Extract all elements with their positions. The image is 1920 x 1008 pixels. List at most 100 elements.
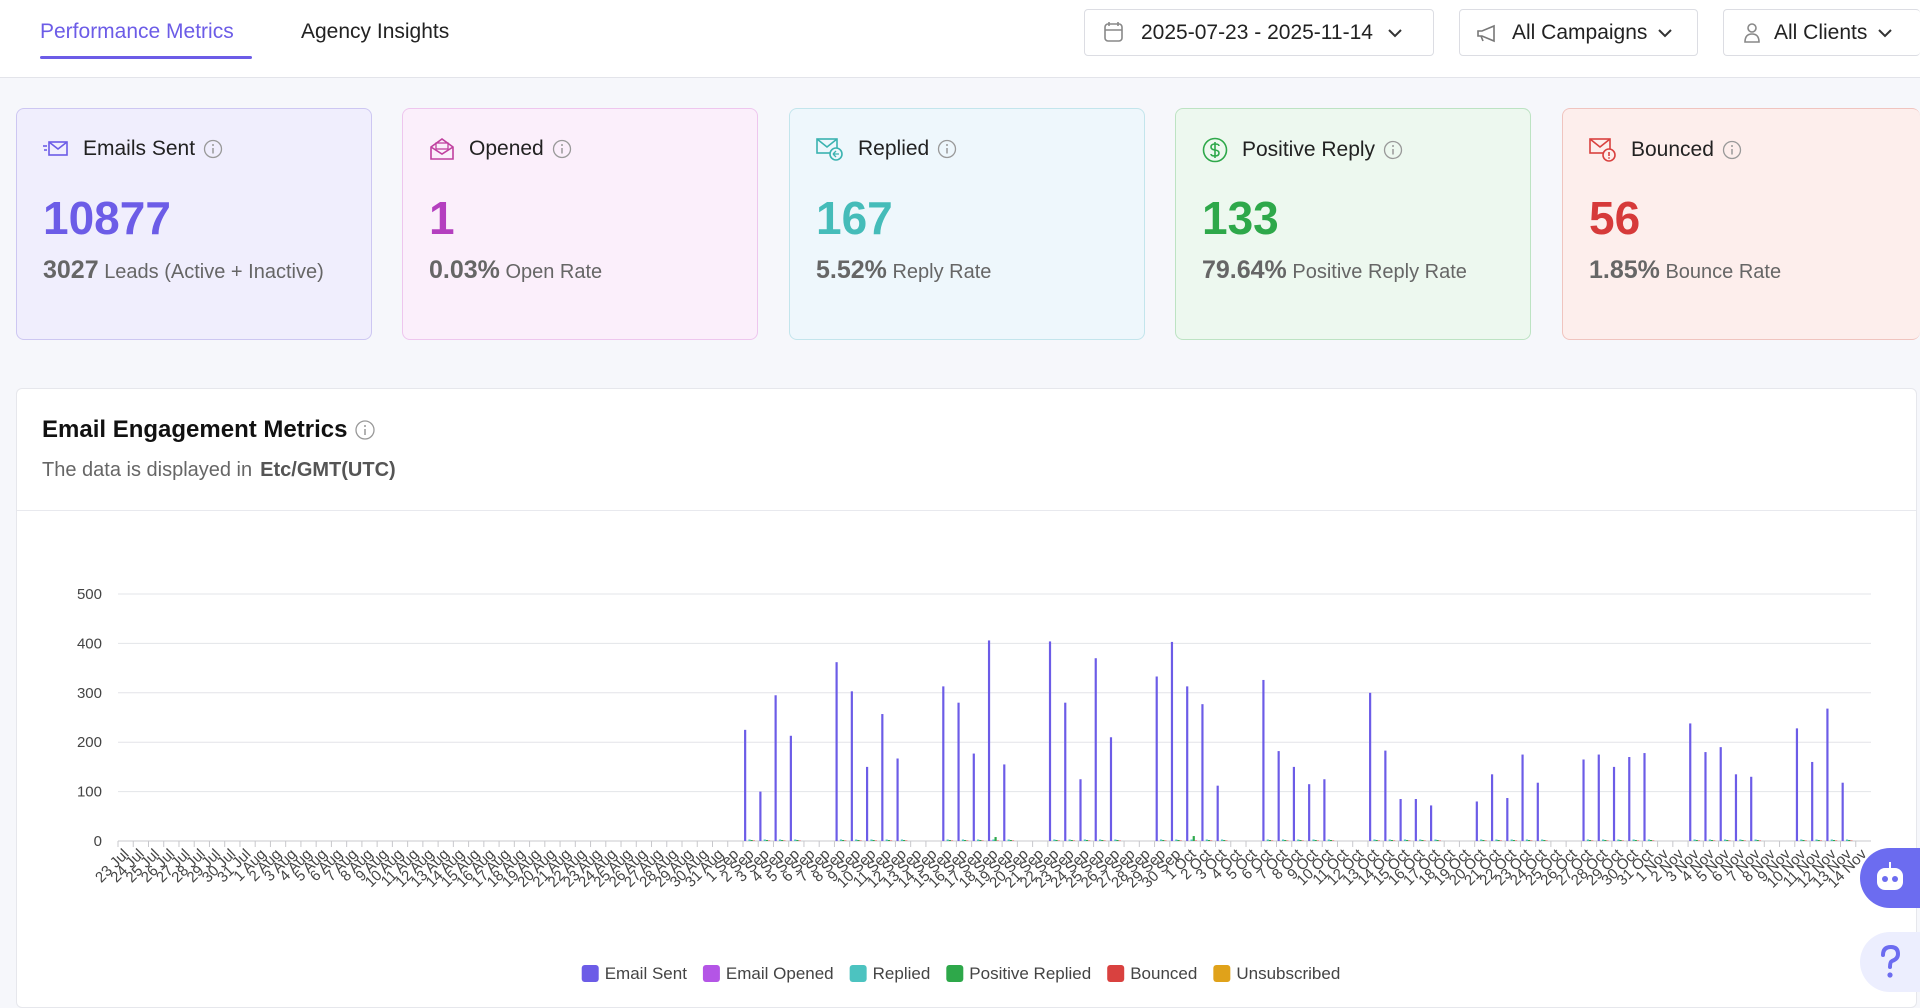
bar	[1757, 840, 1759, 841]
legend-label: Bounced	[1130, 964, 1197, 983]
card-sub-label: Bounce Rate	[1665, 261, 1781, 283]
bar	[1643, 753, 1645, 841]
info-icon[interactable]	[937, 139, 957, 159]
bar	[1206, 840, 1208, 841]
info-icon[interactable]	[1722, 140, 1742, 160]
bar	[942, 686, 944, 841]
campaign-filter[interactable]: All Campaigns	[1459, 9, 1698, 56]
bar	[1299, 840, 1301, 841]
bar	[1521, 755, 1523, 841]
bar	[781, 840, 783, 841]
card-sub: 5.52% Reply Rate	[816, 255, 1124, 287]
bar	[1800, 840, 1802, 841]
bar	[1284, 840, 1286, 841]
card-sub: 3027 Leads (Active + Inactive)	[43, 255, 351, 287]
bar	[1160, 840, 1162, 841]
bar	[1175, 840, 1177, 841]
date-filter[interactable]: 2025-07-23 - 2025-11-14	[1084, 9, 1434, 56]
bar	[1811, 762, 1813, 841]
bar	[979, 840, 981, 841]
timezone: Etc/GMT(UTC)	[260, 459, 396, 481]
bar	[1099, 840, 1101, 841]
card-label: Opened	[469, 137, 544, 161]
bar	[1735, 774, 1737, 841]
bar	[973, 754, 975, 841]
bar	[1053, 840, 1055, 841]
chart-panel: Email Engagement Metrics The data is dis…	[16, 388, 1917, 1008]
bar	[1815, 840, 1817, 841]
stat-card: Opened 1 0.03% Open Rate	[402, 108, 758, 340]
bar	[1604, 840, 1606, 841]
bar	[1796, 728, 1798, 841]
bar	[886, 840, 888, 841]
info-icon[interactable]	[552, 139, 572, 159]
bar	[1513, 840, 1515, 841]
card-head: Bounced	[1589, 137, 1742, 163]
tab[interactable]: Performance Metrics	[40, 20, 234, 44]
tab-underline	[40, 56, 252, 59]
legend-swatch	[582, 965, 599, 982]
bar	[1323, 779, 1325, 841]
card-sub-label: Positive Reply Rate	[1292, 261, 1467, 283]
bar	[988, 640, 990, 841]
bar	[1602, 840, 1604, 841]
bar	[1064, 703, 1066, 841]
bar	[1404, 840, 1406, 841]
bar	[1526, 840, 1528, 841]
help-icon	[1860, 932, 1920, 992]
bar	[947, 840, 949, 841]
bar	[1406, 840, 1408, 841]
chat-bot-button[interactable]	[1860, 848, 1920, 908]
bar	[1101, 840, 1103, 841]
bot-icon	[1860, 848, 1920, 908]
y-tick-label: 400	[77, 635, 102, 652]
bar	[1071, 840, 1073, 841]
bar	[1171, 642, 1173, 841]
bar	[1095, 658, 1097, 841]
bar	[1528, 840, 1530, 841]
panel-title: Email Engagement Metrics	[42, 416, 377, 444]
bar	[896, 759, 898, 841]
bar	[870, 840, 872, 841]
card-label: Emails Sent	[83, 137, 195, 161]
card-value: 10877	[43, 191, 171, 245]
client-filter[interactable]: All Clients	[1723, 9, 1920, 56]
bar	[881, 714, 883, 841]
bar	[775, 695, 777, 841]
bar	[1635, 840, 1637, 841]
tab[interactable]: Agency Insights	[301, 20, 449, 44]
bar	[1010, 840, 1012, 841]
bar	[1689, 723, 1691, 841]
bar	[1373, 840, 1375, 841]
bar	[1262, 680, 1264, 841]
bar	[751, 840, 753, 841]
bar	[1846, 840, 1848, 841]
bar	[1201, 704, 1203, 841]
bar	[1308, 784, 1310, 841]
info-icon[interactable]	[203, 139, 223, 159]
bar	[790, 736, 792, 841]
bar	[779, 840, 781, 841]
bar	[1415, 799, 1417, 841]
bar	[866, 767, 868, 841]
subtitle-text: The data is displayed in	[42, 459, 252, 481]
chevron	[1867, 21, 1903, 45]
y-tick-label: 300	[77, 685, 102, 702]
bar	[1086, 840, 1088, 841]
bar	[1818, 840, 1820, 841]
bar	[1278, 751, 1280, 841]
card-label: Bounced	[1631, 138, 1714, 162]
filter-label: 2025-07-23 - 2025-11-14	[1141, 21, 1373, 45]
bar	[1541, 840, 1543, 841]
card-head: Opened	[429, 137, 572, 161]
bar	[840, 840, 842, 841]
info-icon[interactable]	[1383, 140, 1403, 160]
bar	[1055, 840, 1057, 841]
bar	[1177, 840, 1179, 841]
info-icon[interactable]	[347, 419, 377, 441]
help-button[interactable]	[1860, 932, 1920, 992]
bar	[1709, 840, 1711, 841]
card-head: Positive Reply	[1202, 137, 1403, 163]
legend-label: Replied	[873, 964, 931, 983]
